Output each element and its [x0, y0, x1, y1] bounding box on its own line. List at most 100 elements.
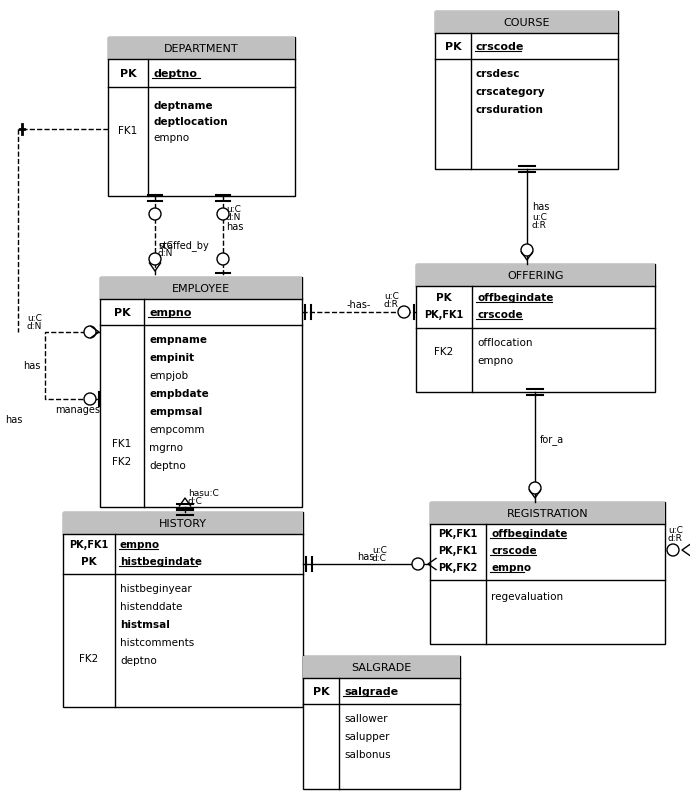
Text: empbdate: empbdate — [149, 388, 209, 399]
Text: has: has — [532, 202, 549, 212]
Text: histbegindate: histbegindate — [120, 557, 202, 566]
Circle shape — [667, 545, 679, 557]
Text: FK1: FK1 — [119, 126, 137, 136]
Text: PK: PK — [119, 69, 137, 79]
Text: salbonus: salbonus — [344, 749, 391, 759]
Text: DEPARTMENT: DEPARTMENT — [164, 44, 239, 54]
Text: EMPLOYEE: EMPLOYEE — [172, 284, 230, 294]
Text: salupper: salupper — [344, 731, 389, 741]
Text: d:N: d:N — [226, 213, 242, 222]
Circle shape — [217, 253, 229, 265]
Text: PK: PK — [313, 687, 329, 696]
Bar — [63, 512, 303, 707]
Text: PK: PK — [81, 557, 97, 566]
Text: d:N: d:N — [27, 322, 42, 331]
Text: has: has — [357, 551, 375, 561]
Text: FK2: FK2 — [435, 346, 453, 357]
Text: empmsal: empmsal — [149, 407, 202, 416]
Text: histbeginyear: histbeginyear — [120, 583, 192, 593]
Text: FK2: FK2 — [79, 653, 99, 663]
Text: u:C: u:C — [158, 241, 173, 249]
Circle shape — [412, 558, 424, 570]
Text: PK,FK2: PK,FK2 — [438, 562, 477, 573]
Text: deptno: deptno — [120, 655, 157, 665]
Bar — [430, 502, 665, 644]
Text: COURSE: COURSE — [503, 18, 550, 28]
Bar — [416, 265, 655, 286]
Bar — [416, 265, 655, 392]
Text: empno: empno — [153, 133, 189, 143]
Text: crscode: crscode — [491, 545, 537, 555]
Text: REGISTRATION: REGISTRATION — [506, 508, 589, 518]
Text: salgrade: salgrade — [344, 687, 398, 696]
Text: histcomments: histcomments — [120, 638, 195, 647]
Text: OFFERING: OFFERING — [507, 270, 564, 281]
Text: crsduration: crsduration — [476, 105, 544, 115]
Bar — [430, 502, 665, 525]
Bar — [108, 38, 295, 60]
Text: crscode: crscode — [476, 42, 524, 52]
Text: d:R: d:R — [532, 221, 547, 229]
Text: HISTORY: HISTORY — [159, 518, 207, 529]
Text: deptlocation: deptlocation — [153, 117, 228, 127]
Text: u:C: u:C — [27, 314, 42, 323]
Text: empno: empno — [491, 562, 531, 573]
Text: d:R: d:R — [384, 300, 399, 309]
Text: deptno: deptno — [149, 460, 186, 471]
Circle shape — [529, 482, 541, 494]
Text: -has-: -has- — [347, 300, 371, 310]
Text: PK: PK — [436, 293, 452, 302]
Text: deptno: deptno — [153, 69, 197, 79]
Circle shape — [84, 326, 96, 338]
Text: has: has — [226, 222, 244, 233]
Text: u:C: u:C — [226, 205, 241, 213]
Text: PK,FK1: PK,FK1 — [424, 310, 464, 320]
Text: empno: empno — [149, 308, 191, 318]
Bar — [435, 12, 618, 34]
Bar — [303, 656, 460, 789]
Text: crscategory: crscategory — [476, 87, 546, 97]
Text: d:R: d:R — [668, 534, 683, 543]
Circle shape — [149, 209, 161, 221]
Text: histenddate: histenddate — [120, 602, 182, 611]
Text: mgrno: mgrno — [149, 443, 183, 452]
Text: has: has — [5, 415, 22, 424]
Text: PK,FK1: PK,FK1 — [70, 539, 108, 549]
Text: PK,FK1: PK,FK1 — [438, 529, 477, 538]
Text: has: has — [23, 361, 40, 371]
Text: SALGRADE: SALGRADE — [351, 662, 412, 672]
Text: empinit: empinit — [149, 353, 194, 363]
Text: offbegindate: offbegindate — [491, 529, 567, 538]
Text: PK: PK — [114, 308, 130, 318]
Text: staffed_by: staffed_by — [158, 240, 209, 251]
Text: sallower: sallower — [344, 713, 388, 723]
Text: FK1: FK1 — [112, 439, 132, 448]
Text: empcomm: empcomm — [149, 424, 204, 435]
Text: u:C: u:C — [372, 546, 387, 555]
Text: empjob: empjob — [149, 371, 188, 380]
Text: d:N: d:N — [158, 248, 173, 257]
Text: deptname: deptname — [153, 101, 213, 111]
Text: hasu:C: hasu:C — [188, 489, 219, 498]
Text: empno: empno — [477, 355, 513, 366]
Bar — [108, 38, 295, 196]
Text: regevaluation: regevaluation — [491, 591, 563, 602]
Text: d:C: d:C — [372, 554, 387, 563]
Circle shape — [149, 253, 161, 265]
Bar — [303, 656, 460, 678]
Text: for_a: for_a — [540, 434, 564, 445]
Bar — [63, 512, 303, 534]
Text: empno: empno — [120, 539, 160, 549]
Bar — [100, 277, 302, 300]
Text: crscode: crscode — [477, 310, 522, 320]
Text: offbegindate: offbegindate — [477, 293, 553, 302]
Text: u:C: u:C — [384, 292, 399, 301]
Circle shape — [398, 306, 410, 318]
Circle shape — [217, 209, 229, 221]
Text: PK,FK1: PK,FK1 — [438, 545, 477, 555]
Text: u:C: u:C — [532, 213, 547, 221]
Text: empname: empname — [149, 334, 207, 345]
Text: d:C: d:C — [188, 497, 203, 506]
Text: manages: manages — [55, 404, 101, 415]
Text: histmsal: histmsal — [120, 619, 170, 630]
